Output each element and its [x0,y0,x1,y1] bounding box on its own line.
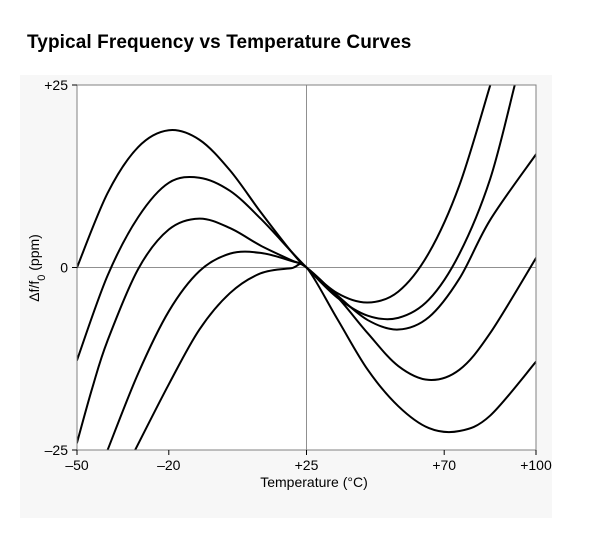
series-curve-2 [77,85,516,362]
x-tick-label: –20 [157,457,181,473]
y-tick-label: –25 [45,442,69,458]
x-axis-label: Temperature (°C) [260,474,368,490]
y-tick-label: 0 [60,260,68,276]
x-tick-label: +25 [295,457,319,473]
chart-title: Typical Frequency vs Temperature Curves [27,32,412,53]
series-curve-5 [134,262,536,450]
y-axis-label: Δf/f0 (ppm) [26,234,48,302]
y-tick-label: +25 [44,77,68,93]
x-tick-label: –50 [65,457,89,473]
x-tick-label: +100 [520,457,552,473]
x-tick-label: +70 [432,457,456,473]
